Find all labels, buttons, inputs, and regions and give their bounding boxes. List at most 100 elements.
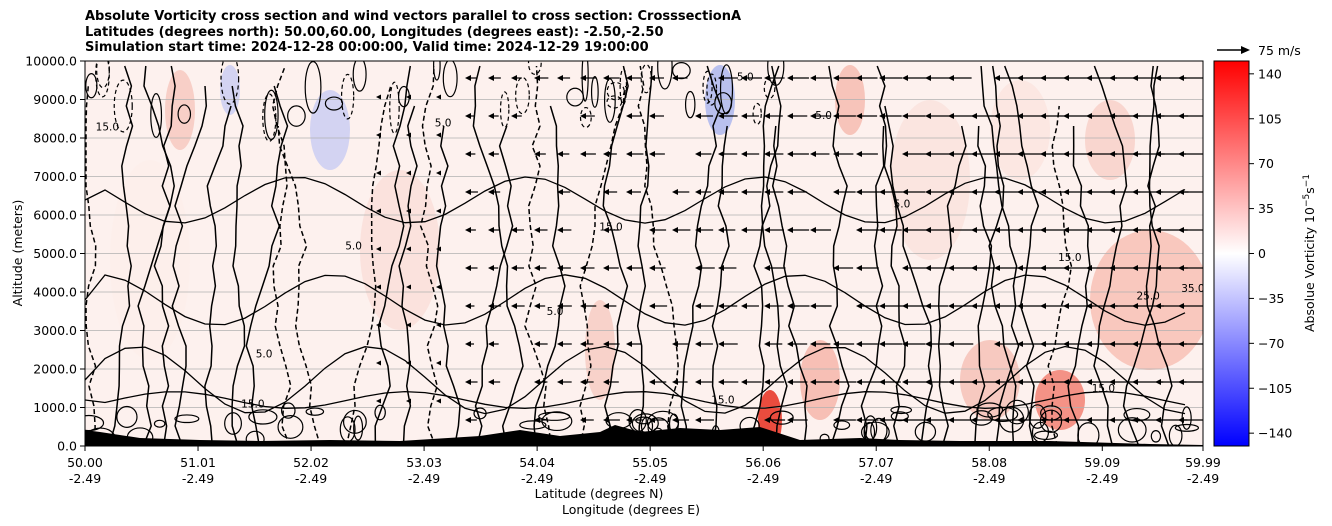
x-tick-label-longitude: -2.49 — [521, 471, 553, 486]
wind-vector-head — [994, 189, 1000, 195]
wind-vector-head — [695, 341, 701, 347]
y-axis: 0.0 1000.0 2000.0 3000.0 4000.0 5000.0 6000.0 7… — [25, 54, 85, 454]
wind-vector-head — [376, 94, 381, 100]
wind-vector-head — [902, 303, 908, 309]
contour-ring — [150, 92, 163, 139]
wind-vector-head — [879, 417, 885, 423]
contour-line — [398, 105, 418, 446]
wind-vector-head — [810, 151, 816, 157]
contour-line — [876, 65, 906, 446]
wind-vector-head — [488, 151, 494, 157]
wind-vector-head — [879, 379, 885, 385]
wind-vector-head — [1178, 113, 1184, 119]
vorticity-patch — [960, 340, 1020, 420]
wind-vector-head — [406, 94, 411, 100]
wind-vector-head — [436, 132, 441, 138]
wind-vector-head — [833, 113, 839, 119]
wind-vector-head — [580, 75, 586, 81]
wind-vector-head — [672, 417, 678, 423]
contour-ring — [752, 102, 762, 125]
wind-vector-head — [856, 189, 862, 195]
wind-vector-head — [902, 341, 908, 347]
contour-line — [474, 125, 514, 446]
contour-ring — [684, 90, 696, 119]
wind-vector-head — [672, 227, 678, 233]
wind-vector-head — [948, 151, 954, 157]
wind-vector-head — [1155, 379, 1161, 385]
wind-vector-head — [511, 75, 517, 81]
wind-vector-head — [626, 417, 632, 423]
wind-vector-head — [511, 265, 517, 271]
contour-ring — [153, 419, 166, 428]
x-tick-label-latitude: 59.99 — [1185, 455, 1221, 470]
wind-vectors — [376, 75, 1203, 423]
wind-vector-head — [465, 75, 471, 81]
contour-label: 15.0 — [599, 221, 622, 233]
contour-line — [974, 125, 993, 446]
colorbar-tick-label: 140 — [1258, 66, 1282, 81]
contour-line — [1047, 105, 1073, 446]
contour-ring — [389, 81, 400, 135]
wind-vector-head — [1109, 379, 1115, 385]
wind-vector-head — [948, 75, 954, 81]
contour-label: 5.0 — [256, 348, 273, 360]
wind-vector-head — [1063, 379, 1069, 385]
wind-vector-head — [879, 227, 885, 233]
terrain-profile — [85, 425, 1203, 446]
vorticity-patch — [835, 65, 865, 135]
x-axis: 50.00-2.4951.01-2.4952.02-2.4953.03-2.49… — [67, 446, 1221, 486]
contour-label: 15.0 — [1058, 252, 1081, 264]
wind-vector-head — [948, 341, 954, 347]
contour-ring — [305, 407, 325, 416]
x-tick-label-longitude: -2.49 — [182, 471, 214, 486]
wind-vector-head — [1109, 75, 1115, 81]
contour-ring — [1174, 423, 1200, 432]
contour-ring — [606, 81, 625, 101]
wind-vector-head — [764, 379, 770, 385]
wind-vector-head — [718, 75, 724, 81]
wind-vector-head — [879, 75, 885, 81]
wind-vector-head — [626, 151, 632, 157]
y-tick-label: 1000.0 — [33, 400, 77, 415]
contour-ring — [113, 79, 133, 133]
title-line-1: Absolute Vorticity cross section and win… — [85, 9, 742, 24]
x-tick-label-longitude: -2.49 — [408, 471, 440, 486]
vorticity-patch — [165, 70, 195, 150]
wind-vector-head — [626, 341, 632, 347]
wind-vector-head — [1109, 303, 1115, 309]
contour-ring — [767, 61, 785, 86]
wind-vector-head — [1017, 341, 1023, 347]
wind-vector-head — [1063, 75, 1069, 81]
wind-vector-head — [787, 227, 793, 233]
contour-ring — [969, 410, 993, 426]
wind-vector-head — [787, 379, 793, 385]
wind-vector-head — [511, 303, 517, 309]
wind-vector-head — [764, 75, 770, 81]
contour-ring — [277, 415, 304, 439]
contour-ring — [177, 104, 192, 124]
vorticity-patch — [890, 100, 970, 260]
wind-vector-head — [1155, 113, 1161, 119]
x-tick-label-longitude: -2.49 — [295, 471, 327, 486]
wind-vector-head — [1040, 227, 1046, 233]
wind-vector-head — [436, 246, 441, 252]
wind-vector-head — [436, 284, 441, 290]
colorbar-tick-label: 35 — [1258, 201, 1274, 216]
wind-vector-head — [741, 379, 747, 385]
contour-line — [231, 85, 246, 446]
wind-vector-head — [925, 189, 931, 195]
wind-vector-head — [925, 417, 931, 423]
wind-vector-head — [741, 189, 747, 195]
wind-vector-head — [436, 398, 441, 404]
wind-vector-head — [1109, 227, 1115, 233]
contour-label: 5.0 — [345, 241, 362, 253]
quiver-key-label: 75 m/s — [1258, 43, 1301, 58]
wind-vector-head — [994, 75, 1000, 81]
y-tick-label: 7000.0 — [33, 169, 77, 184]
y-tick-label: 6000.0 — [33, 208, 77, 223]
wind-vector-head — [406, 170, 411, 176]
wind-vector-head — [534, 265, 540, 271]
wind-vector-head — [971, 113, 977, 119]
wind-vector-head — [787, 341, 793, 347]
